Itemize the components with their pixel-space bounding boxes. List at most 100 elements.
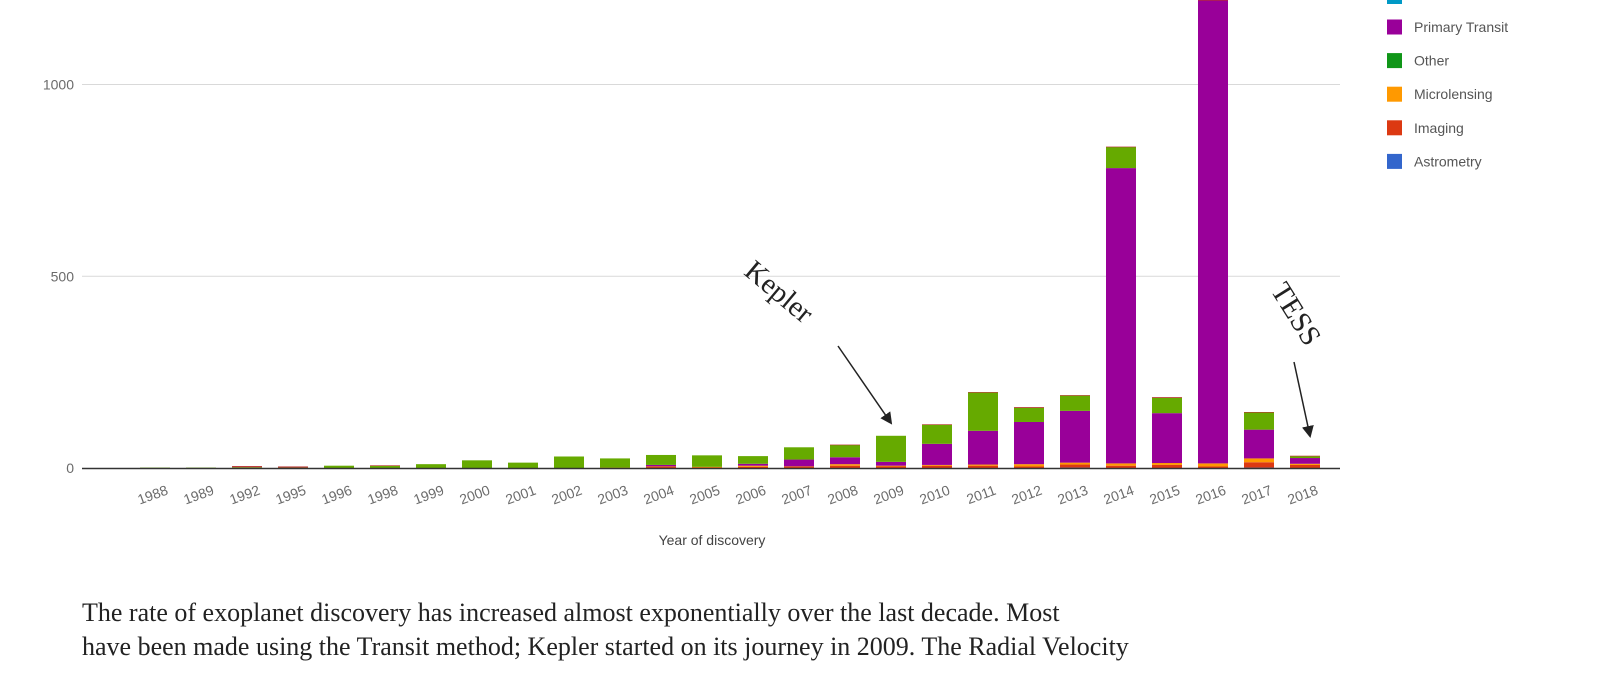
bar-segment-primary-transit-2009	[876, 461, 906, 466]
bar-segment-pulsar-timing-2017	[1244, 412, 1274, 413]
bar-segment-imaging-2011	[968, 465, 998, 468]
bar-segment-pulsar-timing-2013	[1060, 395, 1090, 396]
bar-segment-radial-velocity-2002	[554, 456, 584, 468]
bar-segment-microlensing-2011	[968, 464, 998, 466]
legend-swatch	[1387, 86, 1402, 102]
bar-segment-pulsar-timing-2015	[1152, 397, 1182, 398]
bar-segment-microlensing-2012	[1014, 464, 1044, 467]
bar-segment-radial-velocity-2011	[968, 392, 998, 431]
bars	[140, 0, 1320, 469]
legend-label: Primary Transit	[1414, 19, 1508, 35]
bar-segment-imaging-2006	[738, 466, 768, 468]
exoplanet-discovery-chart: 0 500 1000 1988 1989 1992 1995 1996 1998 1999 200…	[43, 0, 1508, 548]
bar-segment-radial-velocity-2012	[1014, 407, 1044, 422]
bar-segment-primary-transit-2014	[1106, 168, 1136, 464]
bar-segment-primary-transit-2004	[646, 464, 676, 467]
bar-segment-radial-velocity-2001	[508, 462, 538, 468]
bar-segment-microlensing-2010	[922, 464, 952, 466]
bar-segment-radial-velocity-2003	[600, 458, 630, 468]
bar-segment-pulsar-timing-1995	[278, 466, 308, 468]
bar-segment-pulsar-timing-2011	[968, 392, 998, 393]
bar-segment-radial-velocity-2018	[1290, 456, 1320, 459]
bar-segment-pulsar-timing-1998	[370, 465, 400, 466]
x-tick-label: 2001	[503, 482, 538, 508]
bar-segment-radial-velocity-2005	[692, 455, 722, 467]
legend-label: Imaging	[1414, 120, 1464, 136]
bar-segment-pulsar-timing-2016	[1198, 0, 1228, 1]
bar-segment-microlensing-2005	[692, 466, 722, 468]
bar-segment-pulsar-timing-2008	[830, 444, 860, 446]
y-tick-label: 0	[66, 460, 74, 476]
x-tick-label: 2003	[595, 482, 630, 508]
caption: The rate of exoplanet discovery has incr…	[82, 596, 1482, 664]
bar-segment-microlensing-2009	[876, 465, 906, 467]
x-tick-label: 2015	[1147, 482, 1182, 508]
x-tick-label: 2009	[871, 482, 906, 508]
bar-segment-imaging-2018	[1290, 464, 1320, 468]
bar-segment-primary-transit-2006	[738, 463, 768, 466]
legend: Primary Transit Other Microlensing Imaging A…	[1387, 0, 1508, 169]
x-tick-label: 2005	[687, 482, 722, 508]
gridlines: 0 500 1000	[43, 77, 1340, 476]
bar-segment-microlensing-2006	[738, 465, 768, 467]
bar-segment-primary-transit-2010	[922, 443, 952, 465]
annotation-tess: TESS	[1264, 277, 1327, 351]
bar-segment-primary-transit-2015	[1152, 413, 1182, 464]
bar-segment-primary-transit-2018	[1290, 458, 1320, 464]
x-tick-label: 2017	[1239, 482, 1274, 508]
x-tick-label: 1998	[365, 482, 400, 508]
bar-segment-imaging-2016	[1198, 466, 1228, 468]
x-tick-label: 2007	[779, 482, 814, 508]
legend-swatch	[1387, 153, 1402, 169]
caption-line-2: have been made using the Transit method;…	[82, 632, 1129, 661]
x-tick-label: 1992	[227, 482, 262, 508]
bar-segment-pulsar-timing-2012	[1014, 407, 1044, 408]
bar-segment-radial-velocity-2006	[738, 456, 768, 464]
bar-segment-imaging-2017	[1244, 462, 1274, 468]
x-tick-label: 2011	[964, 482, 998, 507]
bar-segment-microlensing-2017	[1244, 458, 1274, 463]
y-tick-label: 500	[51, 268, 75, 284]
legend-swatch-partial	[1387, 0, 1402, 4]
bar-segment-primary-transit-2011	[968, 430, 998, 465]
bar-segment-radial-velocity-2015	[1152, 397, 1182, 414]
bar-segment-imaging-2009	[876, 466, 906, 468]
x-tick-label: 2012	[1009, 482, 1044, 508]
bar-segment-microlensing-2013	[1060, 462, 1090, 465]
bar-segment-pulsar-timing-2014	[1106, 146, 1136, 148]
x-tick-label: 2013	[1055, 482, 1090, 508]
bar-segment-radial-velocity-2014	[1106, 147, 1136, 169]
bar-segment-radial-velocity-2013	[1060, 395, 1090, 411]
bar-segment-imaging-2004	[646, 466, 676, 468]
bar-segment-imaging-2014	[1106, 465, 1136, 468]
bar-segment-imaging-2007	[784, 466, 814, 468]
legend-label: Microlensing	[1414, 86, 1493, 102]
caption-line-1: The rate of exoplanet discovery has incr…	[82, 598, 1060, 627]
x-tick-label: 2014	[1101, 482, 1136, 508]
bar-segment-microlensing-2004	[646, 466, 676, 468]
x-tick-label: 1995	[273, 482, 308, 508]
bar-segment-microlensing-2016	[1198, 463, 1228, 467]
bar-segment-imaging-2012	[1014, 466, 1044, 468]
x-tick-label: 1996	[319, 482, 354, 508]
bar-segment-microlensing-2015	[1152, 463, 1182, 465]
y-tick-label: 1000	[43, 77, 74, 93]
x-tick-label: 2008	[825, 482, 860, 508]
legend-swatch	[1387, 120, 1402, 136]
x-tick-label: 2002	[549, 482, 584, 508]
bar-segment-primary-transit-2007	[784, 459, 814, 467]
x-tick-label: 1989	[181, 482, 216, 508]
x-tick-label: 2010	[917, 482, 952, 508]
bar-segment-radial-velocity-1992	[232, 467, 262, 468]
bar-segment-imaging-2013	[1060, 464, 1090, 468]
bar-segment-radial-velocity-2007	[784, 447, 814, 460]
legend-swatch	[1387, 19, 1402, 35]
bar-segment-radial-velocity-2008	[830, 444, 860, 458]
x-tick-label: 2016	[1193, 482, 1228, 508]
bar-segment-radial-velocity-2010	[922, 424, 952, 444]
legend-label: Astrometry	[1414, 153, 1482, 169]
bar-segment-primary-transit-2008	[830, 457, 860, 465]
bar-segment-pulsar-timing-1992	[232, 466, 262, 468]
bar-segment-imaging-2008	[830, 465, 860, 468]
bar-segment-radial-velocity-2004	[646, 454, 676, 465]
